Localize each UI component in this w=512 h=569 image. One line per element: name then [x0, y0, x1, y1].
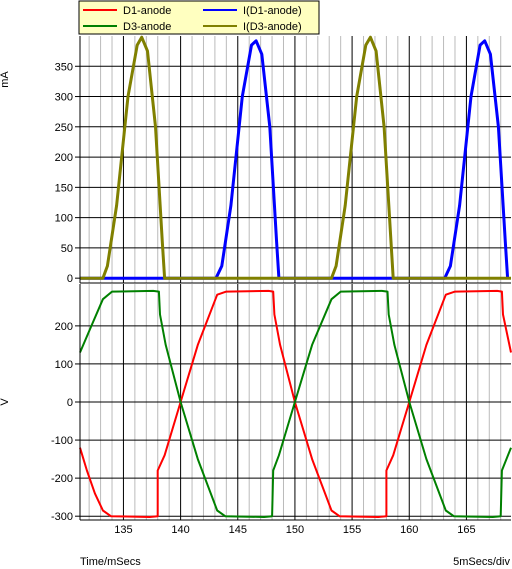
x-tick-label: 140 — [171, 524, 189, 536]
y-tick-label: 200 — [55, 321, 73, 333]
legend-box — [78, 0, 320, 35]
y-tick-label: -200 — [51, 473, 73, 485]
legend-label-d1-anode: D1-anode — [123, 5, 171, 17]
x-tick-label: 150 — [286, 524, 304, 536]
y-tick-label: -100 — [51, 435, 73, 447]
series-layer — [79, 35, 512, 518]
y-tick-label: 50 — [61, 243, 73, 255]
y-tick-label: -300 — [51, 511, 73, 523]
x-tick-label: 165 — [457, 524, 475, 536]
y-tick-label: 0 — [67, 273, 73, 285]
y-axis-label-voltage: V — [0, 398, 11, 406]
series-line-i-d3-anode- — [80, 35, 511, 280]
legend-label-d3-anode: D3-anode — [123, 21, 171, 33]
y-tick-label: 300 — [55, 92, 73, 104]
y-tick-label: 150 — [55, 182, 73, 194]
series-line-d1-anode — [79, 289, 512, 518]
x-tick-label: 155 — [343, 524, 361, 536]
y-tick-label: 350 — [55, 61, 73, 73]
legend: D1-anode I(D1-anode) D3-anode I(D3-anode) — [78, 0, 320, 35]
x-tick-label: 145 — [229, 524, 247, 536]
x-axis-label: Time/mSecs — [80, 556, 141, 568]
y-tick-label: 100 — [55, 359, 73, 371]
y-axis-label-current: mA — [0, 71, 11, 88]
y-tick-label: 250 — [55, 122, 73, 134]
legend-label-i-d3-anode-: I(D3-anode) — [243, 21, 302, 33]
series-line-d3-anode — [79, 289, 512, 518]
time-scale-label: 5mSecs/div — [453, 556, 510, 568]
axes: 0 50 100 150 200 250 300 350 mA -300 -200 -100 0 100 2… — [0, 36, 511, 536]
x-tick-label: 160 — [400, 524, 418, 536]
y-tick-label: 0 — [67, 397, 73, 409]
x-tick-label: 135 — [114, 524, 132, 536]
legend-label-i-d1-anode-: I(D1-anode) — [243, 5, 302, 17]
y-tick-label: 100 — [55, 213, 73, 225]
y-tick-label: 200 — [55, 152, 73, 164]
